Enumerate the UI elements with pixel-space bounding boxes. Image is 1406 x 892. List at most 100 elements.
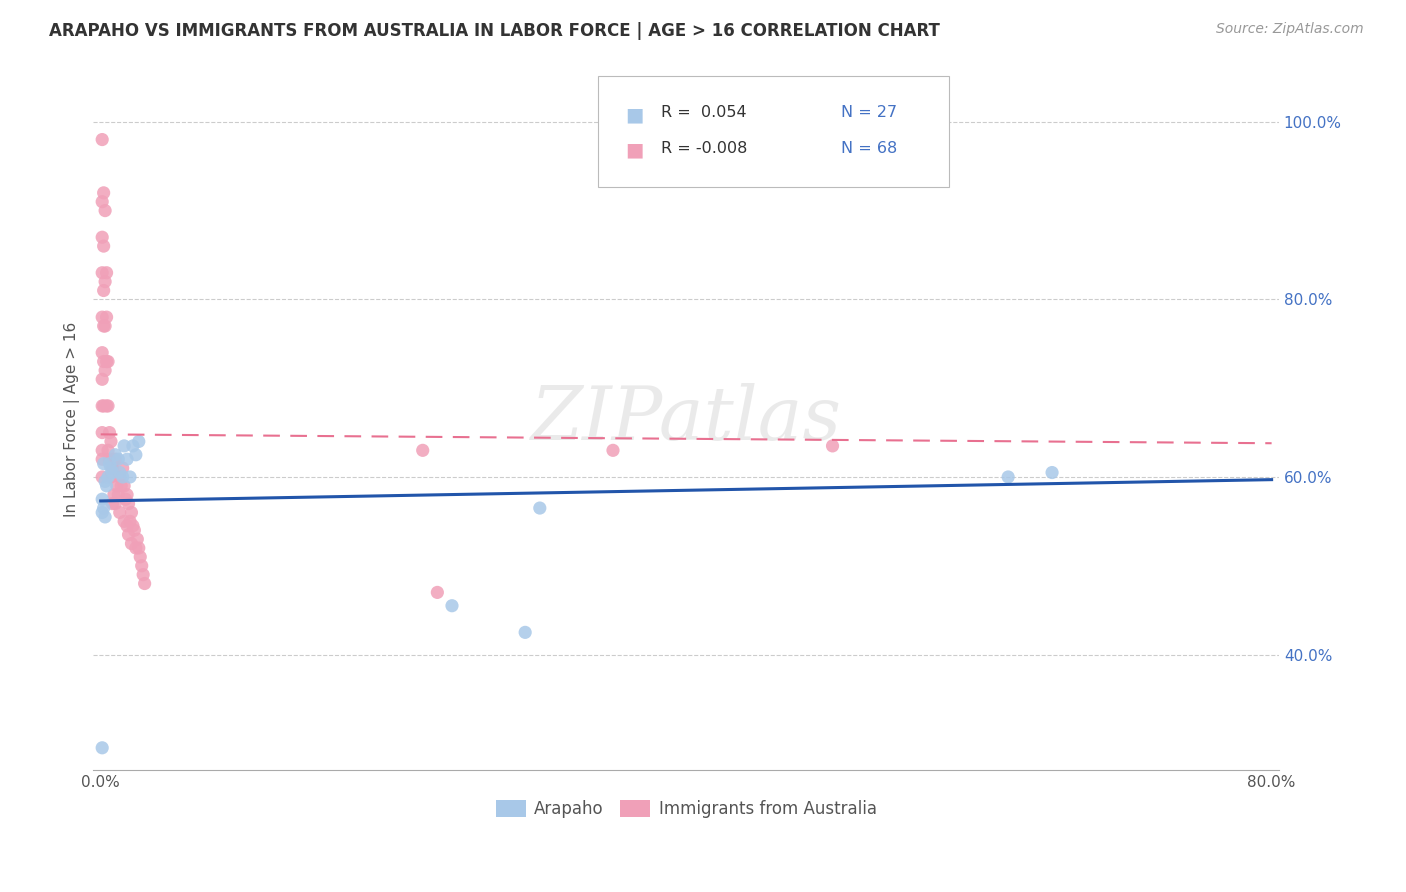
Point	[91, 345, 114, 359]
Point	[94, 363, 117, 377]
Point	[118, 514, 141, 528]
Point	[94, 510, 117, 524]
Point	[91, 399, 114, 413]
Point	[529, 501, 551, 516]
Point	[91, 452, 114, 467]
Point	[93, 318, 115, 333]
Point	[91, 740, 114, 755]
Point	[107, 488, 129, 502]
Point	[97, 354, 120, 368]
Point	[111, 470, 134, 484]
Point	[91, 266, 114, 280]
Point	[100, 461, 122, 475]
Point	[94, 318, 117, 333]
Point	[125, 448, 148, 462]
Point	[108, 466, 131, 480]
Point	[117, 497, 139, 511]
Point	[127, 532, 149, 546]
Text: N = 27: N = 27	[841, 105, 897, 120]
Text: R = -0.008: R = -0.008	[661, 141, 747, 156]
Text: ■: ■	[626, 105, 644, 124]
Text: R =  0.054: R = 0.054	[661, 105, 747, 120]
Point	[94, 275, 117, 289]
Point	[96, 399, 118, 413]
Point	[91, 492, 114, 507]
Point	[97, 443, 120, 458]
Point	[91, 194, 114, 209]
Point	[118, 470, 141, 484]
Point	[134, 576, 156, 591]
Point	[112, 514, 135, 528]
Legend: Arapaho, Immigrants from Australia: Arapaho, Immigrants from Australia	[489, 793, 883, 825]
Point	[131, 558, 153, 573]
Point	[132, 567, 155, 582]
Point	[94, 475, 117, 489]
Point	[125, 541, 148, 555]
Point	[124, 523, 146, 537]
Point	[107, 452, 129, 467]
Point	[100, 470, 122, 484]
Point	[114, 492, 136, 507]
Point	[997, 470, 1019, 484]
Point	[821, 439, 844, 453]
Point	[93, 457, 115, 471]
Point	[515, 625, 537, 640]
Point	[103, 452, 125, 467]
Point	[100, 434, 122, 449]
Point	[93, 399, 115, 413]
Point	[120, 506, 142, 520]
Point	[97, 470, 120, 484]
Point	[93, 501, 115, 516]
Point	[128, 434, 150, 449]
Point	[120, 536, 142, 550]
Point	[128, 541, 150, 555]
Point	[115, 488, 138, 502]
Point	[98, 425, 121, 440]
Point	[115, 518, 138, 533]
Point	[117, 527, 139, 541]
Point	[93, 354, 115, 368]
Point	[96, 266, 118, 280]
Point	[129, 549, 152, 564]
Text: N = 68: N = 68	[841, 141, 897, 156]
Point	[426, 585, 449, 599]
Point	[91, 443, 114, 458]
Text: Source: ZipAtlas.com: Source: ZipAtlas.com	[1216, 22, 1364, 37]
Point	[93, 284, 115, 298]
Point	[91, 230, 114, 244]
Point	[96, 310, 118, 325]
Point	[104, 452, 127, 467]
Point	[97, 399, 120, 413]
Point	[122, 439, 145, 453]
Point	[98, 457, 121, 471]
Point	[111, 461, 134, 475]
Point	[115, 452, 138, 467]
Text: ZIPatlas: ZIPatlas	[530, 383, 842, 456]
Y-axis label: In Labor Force | Age > 16: In Labor Force | Age > 16	[65, 322, 80, 516]
Point	[91, 506, 114, 520]
Text: ■: ■	[626, 141, 644, 160]
Point	[93, 239, 115, 253]
Point	[91, 132, 114, 146]
Point	[91, 425, 114, 440]
Point	[101, 497, 124, 511]
Point	[101, 466, 124, 480]
Point	[96, 354, 118, 368]
Point	[103, 488, 125, 502]
Point	[112, 439, 135, 453]
Point	[104, 497, 127, 511]
Point	[602, 443, 624, 458]
Point	[412, 443, 434, 458]
Point	[440, 599, 463, 613]
Point	[91, 310, 114, 325]
Point	[122, 518, 145, 533]
Point	[104, 448, 127, 462]
Point	[98, 452, 121, 467]
Point	[101, 461, 124, 475]
Point	[108, 506, 131, 520]
Point	[110, 479, 132, 493]
Point	[1040, 466, 1063, 480]
Point	[94, 203, 117, 218]
Point	[96, 479, 118, 493]
Point	[91, 372, 114, 386]
